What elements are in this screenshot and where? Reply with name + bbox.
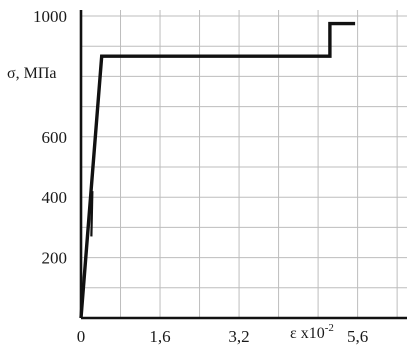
x-axis-label-exponent: -2	[325, 322, 334, 334]
series-line	[79, 21, 356, 319]
x-tick-label: 5,6	[347, 327, 368, 346]
x-tick-label: 3,2	[228, 327, 249, 346]
axes	[79, 10, 407, 320]
x-axis-label-base: ε x10	[290, 325, 325, 342]
y-tick-label: 1000	[33, 7, 67, 26]
grid	[81, 10, 407, 319]
y-tick-label: 200	[42, 249, 68, 268]
series-layer	[79, 21, 356, 319]
x-tick-label: 1,6	[149, 327, 170, 346]
x-axis-label: ε x10-2	[290, 322, 334, 342]
y-tick-label: 400	[42, 188, 68, 207]
y-axis-label: σ, МПа	[7, 65, 57, 82]
tick-labels: 200 400 600 1000 0 1,6 3,2 5,6	[33, 7, 368, 346]
x-tick-label: 0	[77, 327, 86, 346]
series-mark-segment	[90, 191, 94, 237]
y-tick-label: 600	[42, 128, 68, 147]
